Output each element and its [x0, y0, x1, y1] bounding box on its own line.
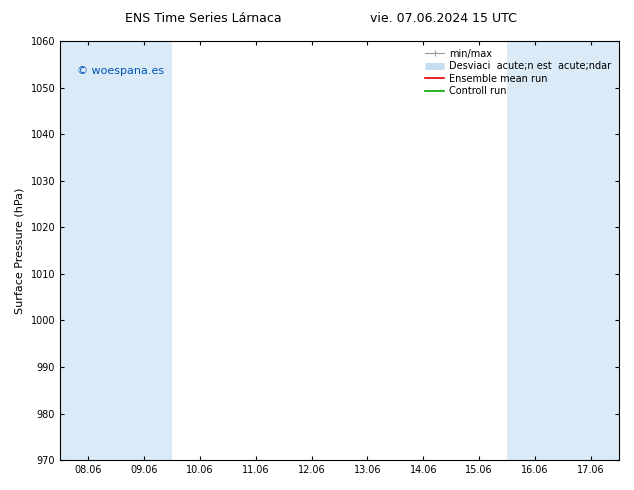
Text: vie. 07.06.2024 15 UTC: vie. 07.06.2024 15 UTC [370, 12, 517, 25]
Text: © woespana.es: © woespana.es [77, 66, 164, 76]
Text: ENS Time Series Lárnaca: ENS Time Series Lárnaca [124, 12, 281, 25]
Bar [507, 41, 619, 460]
Legend: min/max, Desviaci  acute;n est  acute;ndar, Ensemble mean run, Controll run: min/max, Desviaci acute;n est acute;ndar… [422, 46, 614, 99]
Y-axis label: Surface Pressure (hPa): Surface Pressure (hPa) [15, 187, 25, 314]
Bar [60, 41, 172, 460]
